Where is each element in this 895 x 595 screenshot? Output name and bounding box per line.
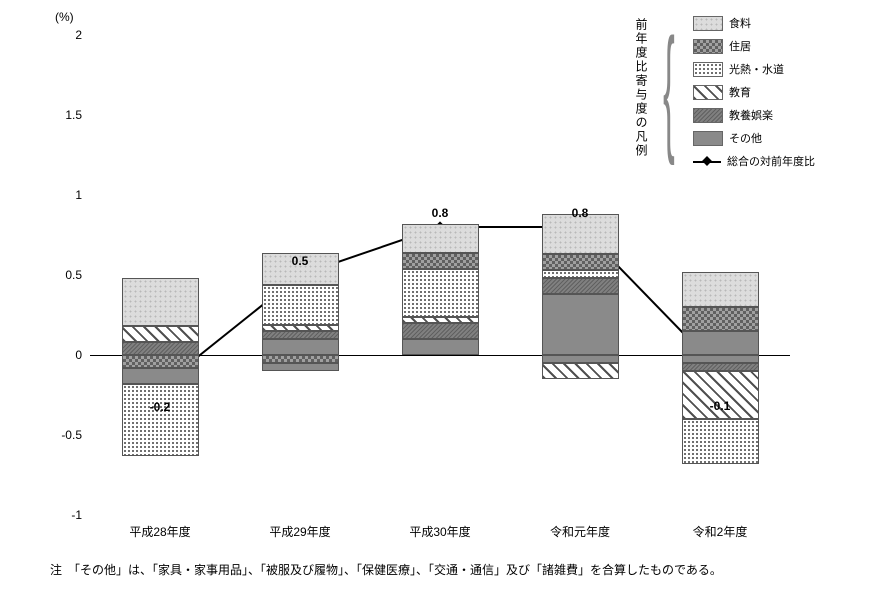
- line-data-label: 0.8: [432, 206, 449, 220]
- plot-area: -1-0.500.511.52平成28年度平成29年度平成30年度令和元年度令和…: [90, 35, 790, 515]
- line-data-label: -0.1: [710, 399, 731, 413]
- ytick-label: 0.5: [52, 268, 82, 282]
- bar-segment: [122, 368, 199, 384]
- bar-segment: [542, 214, 619, 254]
- ytick-label: 0: [52, 348, 82, 362]
- xcategory-label: 平成29年度: [269, 523, 330, 540]
- bar-segment: [542, 294, 619, 355]
- bar-segment: [682, 331, 759, 355]
- bar-segment: [262, 339, 339, 355]
- bar-segment: [262, 363, 339, 371]
- ytick-label: 2: [52, 28, 82, 42]
- bar-segment: [262, 355, 339, 363]
- legend-label: 食料: [729, 15, 751, 31]
- bar-segment: [542, 254, 619, 270]
- bar-segment: [682, 307, 759, 331]
- bar-segment: [122, 355, 199, 368]
- xcategory-label: 令和元年度: [550, 523, 610, 540]
- xcategory-label: 令和2年度: [693, 523, 748, 540]
- bar-segment: [122, 384, 199, 456]
- bar-segment: [122, 326, 199, 342]
- line-data-label: -0.2: [150, 400, 171, 414]
- y-axis-unit: (%): [55, 10, 74, 24]
- footnote: 注 「その他」は、「家具・家事用品」、「被服及び履物」、「保健医療」、「交通・通…: [50, 561, 845, 580]
- ytick-label: -1: [52, 508, 82, 522]
- legend-item: 食料: [693, 15, 815, 31]
- line-data-label: 0.8: [572, 206, 589, 220]
- bar-segment: [402, 269, 479, 317]
- ytick-label: -0.5: [52, 428, 82, 442]
- bar-segment: [542, 363, 619, 379]
- legend-swatch: [693, 16, 723, 31]
- bar-segment: [682, 363, 759, 371]
- bar-segment: [122, 278, 199, 326]
- ytick-label: 1: [52, 188, 82, 202]
- bar-segment: [402, 224, 479, 253]
- line-data-label: 0.5: [292, 254, 309, 268]
- ytick-label: 1.5: [52, 108, 82, 122]
- chart-container: (%) 前年度比寄与度の凡例 { 食料住居光熱・水道教育教養娯楽その他総合の対前…: [10, 10, 885, 585]
- bar-segment: [402, 323, 479, 339]
- bar-segment: [402, 317, 479, 323]
- bar-segment: [262, 325, 339, 331]
- bar-segment: [402, 339, 479, 355]
- bar-segment: [682, 272, 759, 307]
- bar-segment: [262, 285, 339, 325]
- bar-segment: [122, 342, 199, 355]
- bar-segment: [262, 331, 339, 339]
- bar-segment: [542, 270, 619, 278]
- bar-segment: [542, 278, 619, 294]
- xcategory-label: 平成28年度: [129, 523, 190, 540]
- bar-segment: [542, 355, 619, 363]
- bar-segment: [682, 355, 759, 363]
- xcategory-label: 平成30年度: [409, 523, 470, 540]
- bar-segment: [682, 419, 759, 464]
- bar-segment: [402, 253, 479, 269]
